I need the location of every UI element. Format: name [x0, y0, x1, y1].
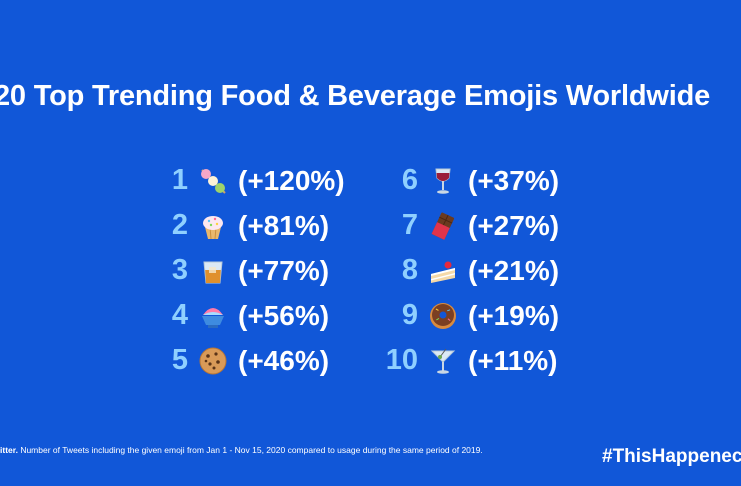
percent-change: (+11%) [468, 344, 558, 376]
rank-number: 8 [401, 254, 418, 286]
list-item: 3 (+77%) [150, 248, 345, 293]
source-text: Number of Tweets including the given emo… [17, 445, 483, 455]
list-item: 2 (+81%) [150, 203, 345, 248]
percent-change: (+77%) [238, 254, 330, 286]
shortcake-icon [426, 254, 460, 288]
chocolate-bar-icon [426, 209, 460, 243]
rank-number: 10 [385, 344, 418, 376]
percent-change: (+120%) [238, 164, 345, 196]
rank-number: 5 [171, 344, 188, 376]
list-item: 10 (+11%) [380, 338, 559, 383]
list-item: 8 (+21%) [380, 248, 559, 293]
hashtag: #ThisHappenec [602, 446, 741, 467]
percent-change: (+81%) [238, 209, 330, 241]
percent-change: (+27%) [468, 209, 560, 241]
rank-number: 4 [171, 299, 188, 331]
cocktail-glass-icon [426, 344, 460, 378]
list-item: 9 (+19%) [380, 293, 559, 338]
page-title: 20 Top Trending Food & Beverage Emojis W… [0, 80, 711, 112]
percent-change: (+19%) [468, 299, 560, 331]
wine-glass-icon [426, 164, 460, 198]
percent-change: (+46%) [238, 344, 330, 376]
rank-number: 3 [171, 254, 188, 286]
tumbler-glass-icon [196, 254, 230, 288]
list-item: 7 (+27%) [380, 203, 559, 248]
source-prefix: itter. [0, 445, 18, 455]
rank-number: 6 [401, 164, 418, 196]
percent-change: (+56%) [238, 299, 330, 331]
rank-number: 9 [401, 299, 418, 331]
ranking-column-right: 6 (+37%) 7 (+27%) 8 [380, 158, 559, 383]
rank-number: 2 [171, 209, 188, 241]
cupcake-icon [196, 209, 230, 243]
dango-icon [196, 164, 230, 198]
doughnut-icon [426, 299, 460, 333]
shaved-ice-icon [196, 299, 230, 333]
ranking-column-left: 1 (+120%) 2 (+81%) [150, 158, 345, 383]
list-item: 1 (+120%) [150, 158, 345, 203]
rank-number: 7 [401, 209, 418, 241]
percent-change: (+21%) [468, 254, 560, 286]
rank-number: 1 [171, 164, 188, 196]
list-item: 6 (+37%) [380, 158, 559, 203]
list-item: 4 (+56%) [150, 293, 345, 338]
percent-change: (+37%) [468, 164, 560, 196]
source-note: itter. Number of Tweets including the gi… [0, 445, 483, 455]
list-item: 5 (+46%) [150, 338, 345, 383]
cookie-icon [196, 344, 230, 378]
